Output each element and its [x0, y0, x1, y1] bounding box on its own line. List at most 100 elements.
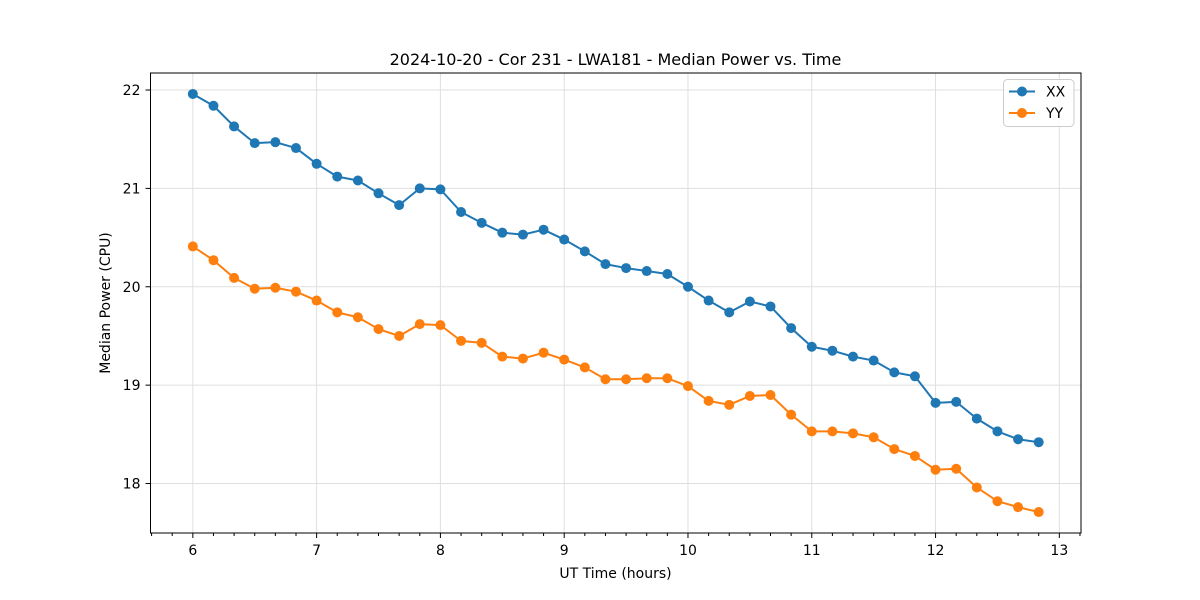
data-point-XX — [806, 341, 817, 352]
data-point-XX — [435, 184, 446, 195]
data-point-XX — [476, 217, 487, 228]
x-tick-label: 11 — [803, 543, 821, 559]
data-point-YY — [249, 283, 260, 294]
y-axis-label: Median Power (CPU) — [98, 232, 114, 374]
data-point-XX — [373, 188, 384, 199]
data-point-YY — [290, 286, 301, 297]
data-point-XX — [1033, 437, 1044, 448]
data-point-XX — [229, 121, 240, 132]
data-point-XX — [187, 88, 198, 99]
data-point-YY — [352, 312, 363, 323]
data-point-YY — [889, 444, 900, 455]
legend-label-XX: XX — [1046, 85, 1066, 101]
x-axis-label: UT Time (hours) — [559, 566, 671, 582]
data-point-YY — [187, 241, 198, 252]
data-point-YY — [538, 347, 549, 358]
data-point-YY — [724, 399, 735, 410]
x-tick-label: 8 — [436, 543, 445, 559]
axes-frame — [150, 72, 1082, 534]
grid-layer — [150, 73, 1081, 533]
data-point-XX — [559, 234, 570, 245]
data-point-XX — [414, 183, 425, 194]
data-point-XX — [394, 200, 405, 211]
data-point-YY — [868, 432, 879, 443]
data-point-YY — [971, 482, 982, 493]
data-point-XX — [724, 307, 735, 318]
data-point-YY — [208, 255, 219, 266]
x-tick-label: 9 — [560, 543, 569, 559]
data-point-YY — [579, 362, 590, 373]
legend-marker-YY — [1017, 108, 1027, 118]
data-point-YY — [703, 395, 714, 406]
data-point-XX — [971, 413, 982, 424]
data-point-XX — [579, 246, 590, 257]
data-point-YY — [765, 389, 776, 400]
data-point-YY — [786, 409, 797, 420]
data-point-YY — [827, 426, 838, 437]
data-point-XX — [621, 263, 632, 274]
data-point-XX — [765, 301, 776, 312]
data-point-XX — [311, 158, 322, 169]
data-point-YY — [394, 330, 405, 341]
data-point-XX — [682, 281, 693, 292]
data-point-XX — [270, 137, 281, 148]
data-point-XX — [517, 229, 528, 240]
data-point-YY — [414, 319, 425, 330]
data-point-YY — [332, 307, 343, 318]
data-point-YY — [476, 337, 487, 348]
data-point-XX — [208, 100, 219, 111]
y-tick-label: 19 — [123, 378, 141, 394]
x-tick-label: 6 — [188, 543, 197, 559]
data-point-XX — [744, 296, 755, 307]
data-point-YY — [435, 320, 446, 331]
data-point-XX — [600, 259, 611, 270]
data-point-YY — [744, 390, 755, 401]
data-point-XX — [703, 295, 714, 306]
tick-layer: 6 7 8 9 10 11 12 13 18 19 20 21 22 — [123, 83, 1081, 559]
axes-spines — [150, 72, 1082, 534]
data-point-XX — [662, 268, 673, 279]
data-point-YY — [930, 464, 941, 475]
x-tick-label: 12 — [927, 543, 945, 559]
data-point-XX — [497, 227, 508, 238]
data-point-XX — [909, 371, 920, 382]
data-point-YY — [662, 373, 673, 384]
data-point-YY — [517, 353, 528, 364]
data-point-YY — [497, 351, 508, 362]
data-point-YY — [559, 354, 570, 365]
data-point-YY — [621, 374, 632, 385]
data-point-YY — [373, 324, 384, 335]
data-point-YY — [992, 496, 1003, 507]
legend: XX YY — [1003, 79, 1075, 127]
data-point-XX — [538, 224, 549, 235]
data-point-YY — [848, 428, 859, 439]
legend-marker-XX — [1017, 86, 1027, 97]
data-point-XX — [827, 345, 838, 356]
data-point-YY — [806, 426, 817, 437]
data-point-YY — [229, 272, 240, 283]
data-point-XX — [249, 138, 260, 149]
y-tick-label: 21 — [123, 181, 141, 197]
data-point-YY — [311, 295, 322, 306]
data-point-XX — [930, 397, 941, 408]
y-tick-label: 22 — [123, 83, 141, 99]
data-point-XX — [951, 396, 962, 407]
data-point-XX — [889, 367, 900, 378]
data-point-XX — [786, 323, 797, 334]
data-point-YY — [909, 450, 920, 461]
data-point-YY — [456, 335, 467, 346]
y-tick-label: 20 — [123, 280, 141, 296]
data-point-YY — [682, 381, 693, 392]
x-tick-label: 7 — [312, 543, 321, 559]
y-tick-label: 18 — [123, 477, 141, 493]
chart-title: 2024-10-20 - Cor 231 - LWA181 - Median P… — [390, 50, 842, 69]
legend-label-YY: YY — [1045, 106, 1064, 122]
data-point-YY — [1033, 507, 1044, 518]
data-point-XX — [456, 207, 467, 218]
data-point-XX — [641, 266, 652, 277]
series-line-XX — [191, 92, 1040, 444]
x-tick-label: 10 — [679, 543, 697, 559]
data-point-YY — [951, 463, 962, 474]
